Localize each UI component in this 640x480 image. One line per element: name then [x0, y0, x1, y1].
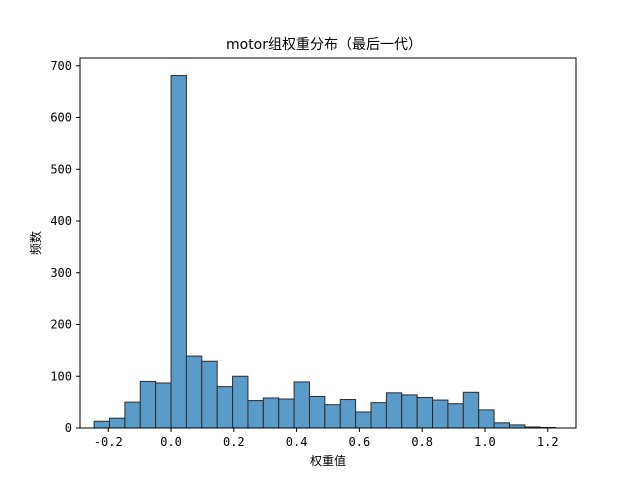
y-axis-ticks: 0 100 200 300 400 500 600 700 [50, 59, 80, 435]
histogram-bar [201, 360, 218, 429]
bars-group [93, 75, 557, 429]
histogram-bar [385, 392, 403, 429]
y-tick-label: 500 [50, 162, 72, 176]
histogram-bar [308, 395, 326, 429]
y-tick-label: 200 [50, 318, 72, 332]
histogram-bar [232, 375, 249, 429]
histogram-bar [493, 422, 510, 429]
histogram-bar [93, 420, 111, 429]
histogram-bar [262, 397, 280, 429]
histogram-bar [170, 75, 187, 429]
histogram-bar [293, 381, 310, 429]
y-tick-label: 600 [50, 111, 72, 125]
histogram-bar [185, 355, 203, 429]
histogram-bar [247, 400, 264, 429]
histogram-bar [124, 401, 141, 429]
histogram-bar [139, 380, 157, 429]
x-axis-ticks: -0.2 0.0 0.2 0.4 0.6 0.8 1.0 1.2 [94, 428, 559, 449]
y-tick-label: 0 [65, 421, 72, 435]
x-tick-label: 0.2 [223, 435, 245, 449]
x-axis-label: 权重值 [310, 453, 346, 468]
x-tick-label: 0.4 [286, 435, 308, 449]
chart-title: motor组权重分布（最后一代） [226, 37, 422, 53]
x-tick-label: 1.2 [537, 435, 559, 449]
histogram-bar [432, 399, 449, 429]
x-tick-label: -0.2 [94, 435, 123, 449]
histogram-bar [339, 399, 357, 429]
x-tick-label: 1.0 [474, 435, 496, 449]
histogram-bar [355, 411, 372, 429]
histogram-bar [447, 403, 464, 429]
y-tick-label: 700 [50, 59, 72, 73]
histogram-bar [462, 391, 480, 429]
histogram-bar [416, 396, 434, 429]
y-tick-label: 100 [50, 369, 72, 383]
x-tick-label: 0.6 [349, 435, 371, 449]
y-tick-label: 300 [50, 266, 72, 280]
x-tick-label: 0.0 [160, 435, 182, 449]
histogram-bar [155, 382, 172, 429]
plot-frame [79, 57, 577, 429]
histogram-bar [324, 404, 341, 429]
histogram-bar [216, 386, 234, 429]
x-tick-label: 0.8 [411, 435, 433, 449]
histogram-bar [370, 402, 387, 429]
histogram-bar [401, 394, 418, 429]
histogram-bar [109, 417, 126, 429]
histogram-bar [478, 409, 495, 429]
y-tick-label: 400 [50, 214, 72, 228]
y-axis-label: 频数 [28, 231, 43, 255]
histogram-bar [278, 398, 295, 429]
